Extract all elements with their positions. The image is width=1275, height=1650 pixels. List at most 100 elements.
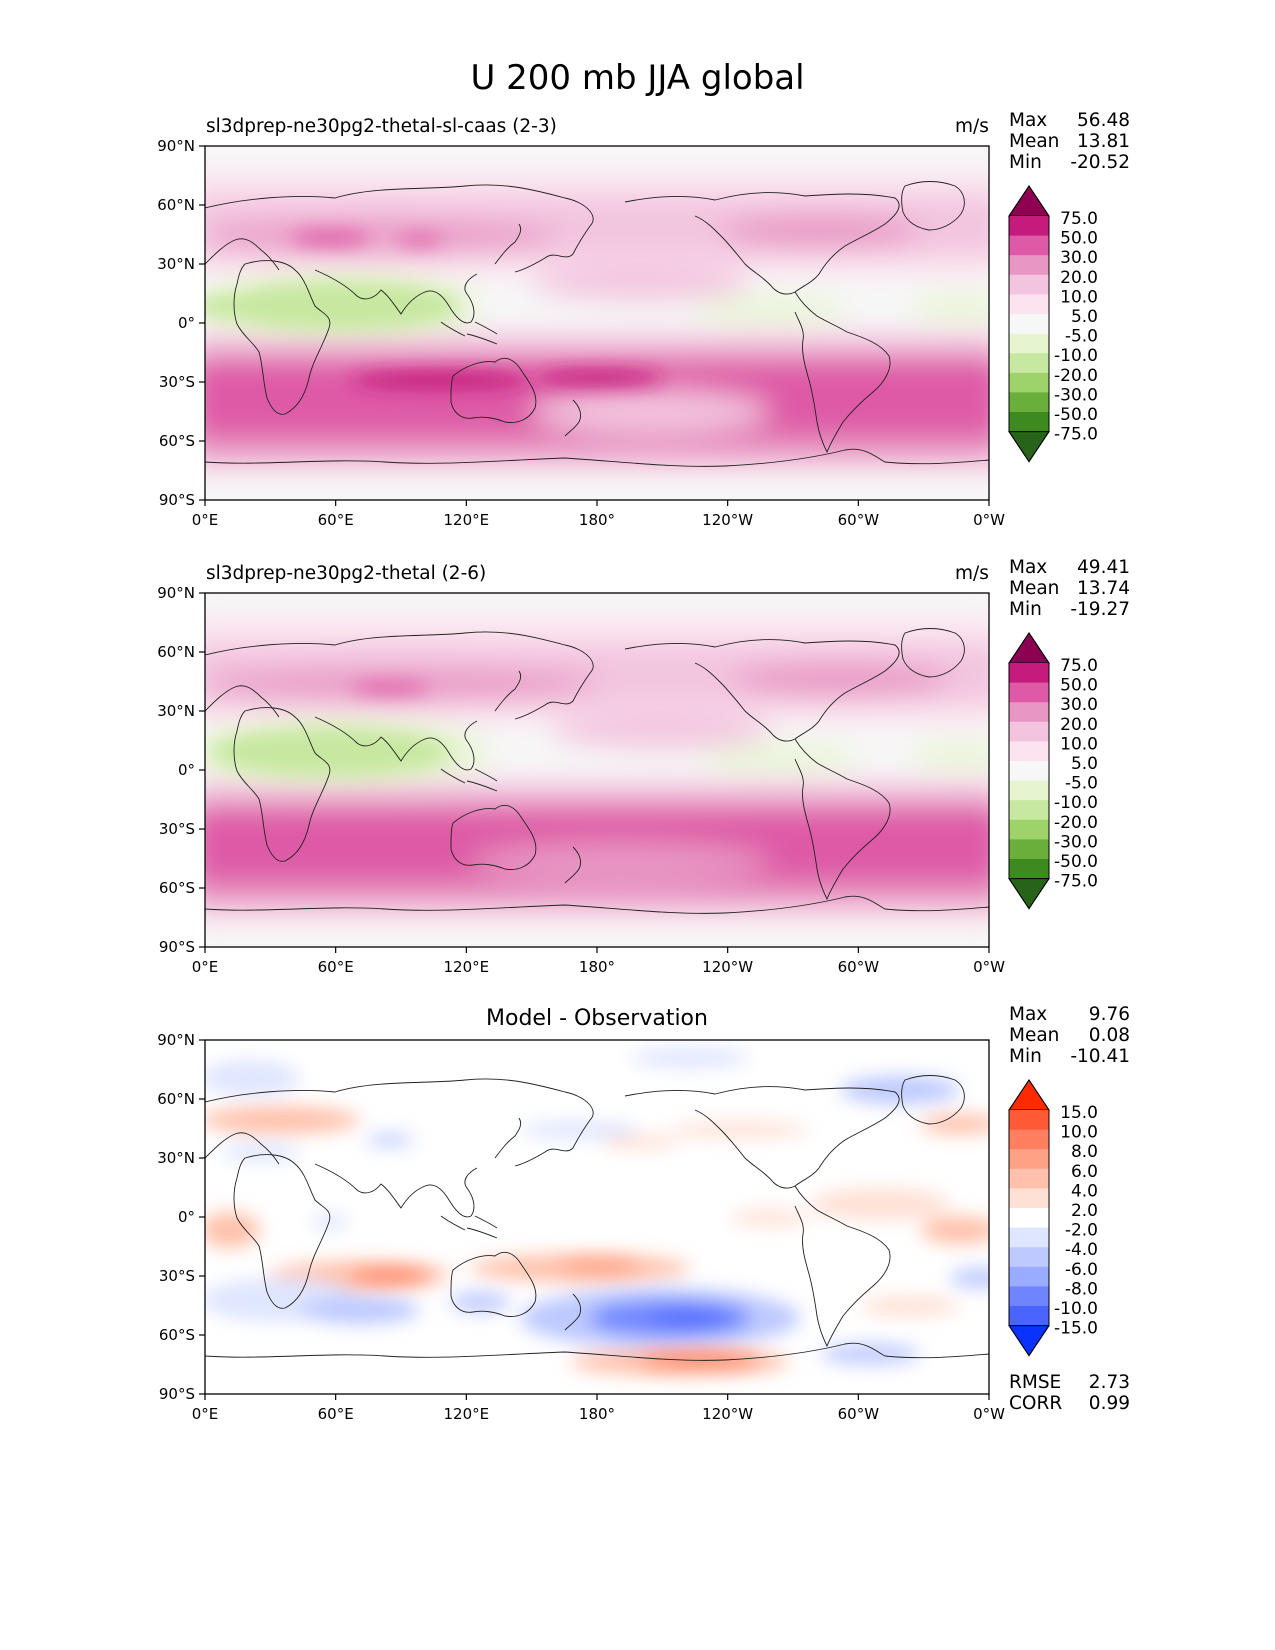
panel-2-min-label: Min: [1009, 599, 1042, 620]
lat-tick-label: 60°S: [159, 432, 195, 450]
colorbar-level-label: 10.0: [1060, 287, 1098, 307]
colorbar-level-label: -10.0: [1054, 793, 1098, 813]
lat-tick-label: 0°: [178, 314, 195, 332]
figure-title: U 200 mb JJA global: [470, 58, 805, 98]
lat-tick-label: 60°N: [157, 1090, 195, 1108]
colorbar-extend-min: [1008, 1325, 1050, 1357]
colorbar-segment: [1009, 392, 1049, 413]
lon-tick-label: 120°E: [444, 511, 490, 529]
panel-3-max-value: 9.76: [1088, 1004, 1130, 1025]
lat-tick-label: 30°S: [159, 820, 195, 838]
lat-tick-label: 90°S: [159, 491, 195, 509]
colorbar-level-label: 50.0: [1060, 676, 1098, 696]
panel-3-title: Model - Observation: [486, 1006, 708, 1031]
colorbar-level-label: -2.0: [1065, 1221, 1098, 1241]
colorbar-level-label: -5.0: [1065, 774, 1098, 794]
colorbar-segment: [1009, 1227, 1049, 1248]
lon-tick-label: 120°E: [444, 958, 490, 976]
colorbar-segment: [1009, 255, 1049, 276]
colorbar-level-label: -8.0: [1065, 1279, 1098, 1299]
colorbar-level-label: 20.0: [1060, 715, 1098, 735]
panel-3-rmse-label: RMSE: [1009, 1372, 1062, 1393]
colorbar-segment: [1009, 412, 1049, 433]
colorbar-level-label: 10.0: [1060, 734, 1098, 754]
colorbar-segment: [1009, 800, 1049, 821]
colorbar-segment: [1009, 1129, 1049, 1150]
panel-1-max-label: Max: [1009, 110, 1048, 131]
colorbar-level-label: 6.0: [1071, 1162, 1098, 1182]
panel-1-units: m/s: [955, 116, 989, 137]
colorbar-segment: [1009, 1247, 1049, 1268]
colorbar-level-label: -15.0: [1054, 1319, 1098, 1339]
lon-tick-label: 60°W: [838, 958, 880, 976]
panel-3-max-label: Max: [1009, 1004, 1048, 1025]
lat-tick-label: 60°N: [157, 196, 195, 214]
colorbar-level-label: -4.0: [1065, 1240, 1098, 1260]
panel-1-mean-value: 13.81: [1077, 131, 1130, 152]
colorbar-level-label: 5.0: [1071, 307, 1098, 327]
panel-3-map: [205, 1040, 989, 1394]
panel-3-mean-label: Mean: [1009, 1025, 1060, 1046]
colorbar-level-label: -50.0: [1054, 852, 1098, 872]
colorbar-segment: [1009, 274, 1049, 295]
colorbar-extend-min: [1008, 431, 1050, 463]
lon-tick-label: 0°E: [192, 1405, 219, 1423]
panel-3-mean-value: 0.08: [1088, 1025, 1130, 1046]
lat-tick-label: 30°N: [157, 255, 195, 273]
lon-tick-label: 60°E: [318, 1405, 354, 1423]
colorbar-level-label: 75.0: [1060, 209, 1098, 229]
colorbar-segment: [1009, 1286, 1049, 1307]
colorbar-segment: [1009, 1306, 1049, 1327]
colorbar-level-label: 30.0: [1060, 248, 1098, 268]
lon-tick-label: 0°W: [973, 1405, 1005, 1423]
lat-tick-label: 90°N: [157, 1031, 195, 1049]
panel-2-min-value: -19.27: [1070, 599, 1130, 620]
colorbar-segment: [1009, 663, 1049, 684]
colorbar-level-label: -20.0: [1054, 366, 1098, 386]
colorbar-level-label: 8.0: [1071, 1142, 1098, 1162]
panel-3-corr-label: CORR: [1009, 1393, 1063, 1414]
colorbar-segment: [1009, 1266, 1049, 1287]
lon-tick-label: 60°W: [838, 1405, 880, 1423]
colorbar-level-label: -10.0: [1054, 1299, 1098, 1319]
lat-tick-label: 60°S: [159, 1326, 195, 1344]
colorbar-level-label: -30.0: [1054, 832, 1098, 852]
colorbar-outline: [1008, 1079, 1050, 1357]
lon-tick-label: 120°W: [702, 511, 753, 529]
colorbar-segment: [1009, 1188, 1049, 1209]
lon-tick-label: 120°W: [702, 958, 753, 976]
colorbar-extend-min: [1008, 878, 1050, 910]
lat-tick-label: 30°S: [159, 1267, 195, 1285]
colorbar-segment: [1009, 780, 1049, 801]
colorbar-segment: [1009, 761, 1049, 782]
lat-tick-label: 30°N: [157, 1149, 195, 1167]
colorbar-segment: [1009, 1168, 1049, 1189]
colorbar-level-label: -75.0: [1054, 872, 1098, 892]
colorbar-segment: [1009, 235, 1049, 256]
colorbar-level-label: -75.0: [1054, 425, 1098, 445]
lon-tick-label: 180°: [579, 1405, 615, 1423]
colorbar-segment: [1009, 839, 1049, 860]
lat-tick-label: 90°N: [157, 137, 195, 155]
lon-tick-label: 180°: [579, 958, 615, 976]
colorbar-level-label: 30.0: [1060, 695, 1098, 715]
colorbar-level-label: -20.0: [1054, 813, 1098, 833]
lon-tick-label: 0°W: [973, 958, 1005, 976]
lat-tick-label: 0°: [178, 1208, 195, 1226]
panel-2-units: m/s: [955, 563, 989, 584]
panel-1-min-label: Min: [1009, 152, 1042, 173]
lat-tick-label: 30°N: [157, 702, 195, 720]
colorbar-segment: [1009, 216, 1049, 237]
panel-3-corr-value: 0.99: [1088, 1393, 1130, 1414]
panel-3-rmse-value: 2.73: [1088, 1372, 1130, 1393]
panel-1-min-value: -20.52: [1070, 152, 1130, 173]
panel-2-mean-value: 13.74: [1077, 578, 1130, 599]
lat-tick-label: 30°S: [159, 373, 195, 391]
colorbar-level-label: 10.0: [1060, 1123, 1098, 1143]
colorbar-segment: [1009, 721, 1049, 742]
lat-tick-label: 60°N: [157, 643, 195, 661]
lon-tick-label: 180°: [579, 511, 615, 529]
panel-1-max-value: 56.48: [1077, 110, 1130, 131]
